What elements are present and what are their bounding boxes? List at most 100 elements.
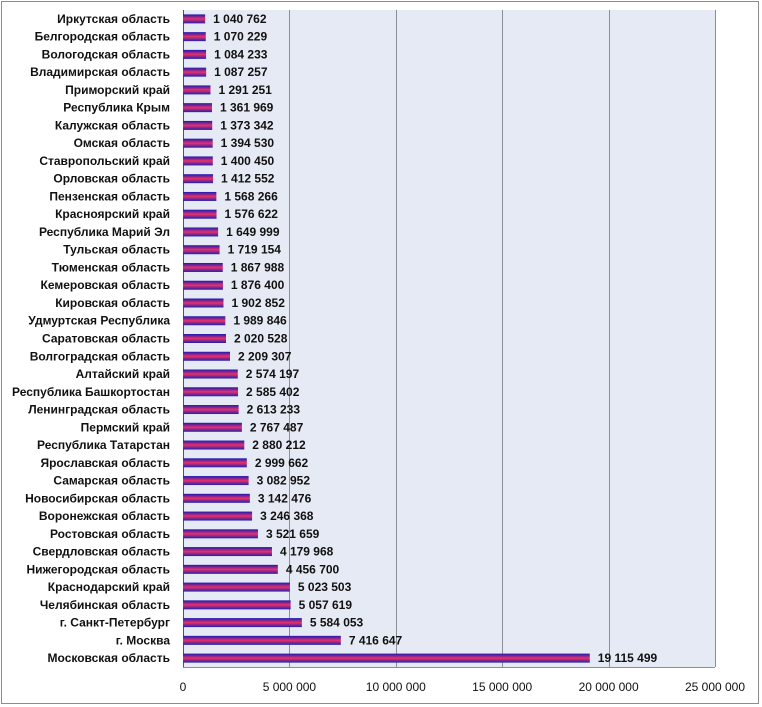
value-label: 2 767 487 xyxy=(250,420,304,434)
category-label: Ставропольский край xyxy=(39,154,170,168)
category-label: Красноярский край xyxy=(55,207,170,221)
value-label: 2 585 402 xyxy=(246,385,300,399)
x-tick-label: 25 000 000 xyxy=(685,680,745,694)
x-tick-label: 15 000 000 xyxy=(472,680,532,694)
x-tick-label: 20 000 000 xyxy=(579,680,639,694)
value-label: 1 394 530 xyxy=(221,136,275,150)
bar xyxy=(183,209,217,219)
bar xyxy=(183,334,226,343)
value-label: 4 456 700 xyxy=(286,562,340,576)
category-label: Удмуртская Республика xyxy=(28,314,170,328)
value-label: 1 989 846 xyxy=(233,314,287,328)
bar xyxy=(183,493,250,503)
bar xyxy=(183,103,212,113)
category-label: Пензенская область xyxy=(49,189,170,203)
category-label: Белгородская область xyxy=(35,30,170,44)
value-label: 5 023 503 xyxy=(298,580,352,594)
bar xyxy=(183,280,223,290)
value-label: 1 412 552 xyxy=(221,172,275,186)
value-label: 19 115 499 xyxy=(598,651,658,665)
category-label: Орловская область xyxy=(53,172,170,186)
gridlines xyxy=(183,10,716,668)
bar xyxy=(183,49,207,59)
category-label: Нижегородская область xyxy=(26,562,170,576)
category-label: Волгоградская область xyxy=(30,349,170,363)
bar xyxy=(183,156,213,166)
bar xyxy=(183,511,253,521)
value-label: 1 867 988 xyxy=(231,260,285,274)
value-label: 1 719 154 xyxy=(228,243,282,257)
value-label: 1 400 450 xyxy=(221,154,275,168)
category-label: г. Москва xyxy=(116,633,171,647)
category-label: Тюменская область xyxy=(52,260,170,274)
category-label: Республика Марий Эл xyxy=(39,225,170,239)
category-label: Пермский край xyxy=(81,420,170,434)
category-label: Омская область xyxy=(74,136,170,150)
bar xyxy=(183,298,224,308)
bar xyxy=(183,564,278,574)
bar xyxy=(183,440,245,450)
x-axis-tick-labels: 0 5 000 000 10 000 000 15 000 000 20 000 000… xyxy=(180,680,746,694)
value-label: 4 179 968 xyxy=(280,545,334,559)
bars xyxy=(183,14,590,663)
bar xyxy=(183,120,213,130)
value-label: 5 584 053 xyxy=(310,616,364,630)
bar xyxy=(183,351,231,361)
category-label: Новосибирская область xyxy=(25,491,170,505)
value-label: 1 373 342 xyxy=(220,118,274,132)
category-label: Свердловская область xyxy=(33,545,170,559)
value-label: 2 020 528 xyxy=(234,332,288,346)
category-label: Республика Башкортостан xyxy=(12,385,170,399)
bar xyxy=(183,174,214,184)
category-label: Тульская область xyxy=(63,243,170,257)
category-label: Калужская область xyxy=(55,118,170,132)
value-label: 1 576 622 xyxy=(225,207,279,221)
plot-area xyxy=(183,10,715,667)
value-label: 1 291 251 xyxy=(218,83,272,97)
value-label: 1 070 229 xyxy=(214,30,268,44)
bar xyxy=(183,653,590,663)
bar xyxy=(183,458,247,468)
category-label: Ростовская область xyxy=(50,527,170,541)
value-label: 1 040 762 xyxy=(213,12,267,26)
bar xyxy=(183,191,217,201)
category-label: Саратовская область xyxy=(42,332,170,346)
x-tick-label: 0 xyxy=(180,680,187,694)
category-label: Кемеровская область xyxy=(41,278,171,292)
bar xyxy=(183,582,290,592)
category-label: г. Санкт-Петербург xyxy=(60,616,170,630)
value-label: 1 649 999 xyxy=(226,225,280,239)
category-label: Республика Татарстан xyxy=(37,438,170,452)
category-label: Ленинградская область xyxy=(28,403,170,417)
bar xyxy=(183,369,238,379)
category-label: Иркутская область xyxy=(57,12,170,26)
category-label: Воронежская область xyxy=(39,509,170,523)
value-label: 1 084 233 xyxy=(214,47,268,61)
bar xyxy=(183,262,223,272)
bar xyxy=(183,245,220,255)
value-label: 3 246 368 xyxy=(260,509,314,523)
category-label: Московская область xyxy=(48,651,170,665)
bar xyxy=(183,600,291,610)
value-label: 1 876 400 xyxy=(231,278,285,292)
value-label: 3 082 952 xyxy=(257,474,311,488)
value-label: 1 902 852 xyxy=(231,296,285,310)
value-label: 2 613 233 xyxy=(247,403,301,417)
value-label: 3 521 659 xyxy=(266,527,320,541)
x-tick-label: 10 000 000 xyxy=(366,680,426,694)
category-label: Самарская область xyxy=(53,474,170,488)
value-label: 5 057 619 xyxy=(299,598,353,612)
category-label: Вологодская область xyxy=(42,47,170,61)
bar xyxy=(183,85,211,95)
category-label: Республика Крым xyxy=(63,101,170,115)
value-label: 7 416 647 xyxy=(349,633,403,647)
bar xyxy=(183,635,341,645)
bar xyxy=(183,138,213,148)
bar xyxy=(183,618,302,628)
value-label: 2 209 307 xyxy=(238,349,292,363)
value-label: 2 880 212 xyxy=(252,438,306,452)
bar xyxy=(183,422,242,432)
bar xyxy=(183,547,272,557)
value-label: 3 142 476 xyxy=(258,491,312,505)
